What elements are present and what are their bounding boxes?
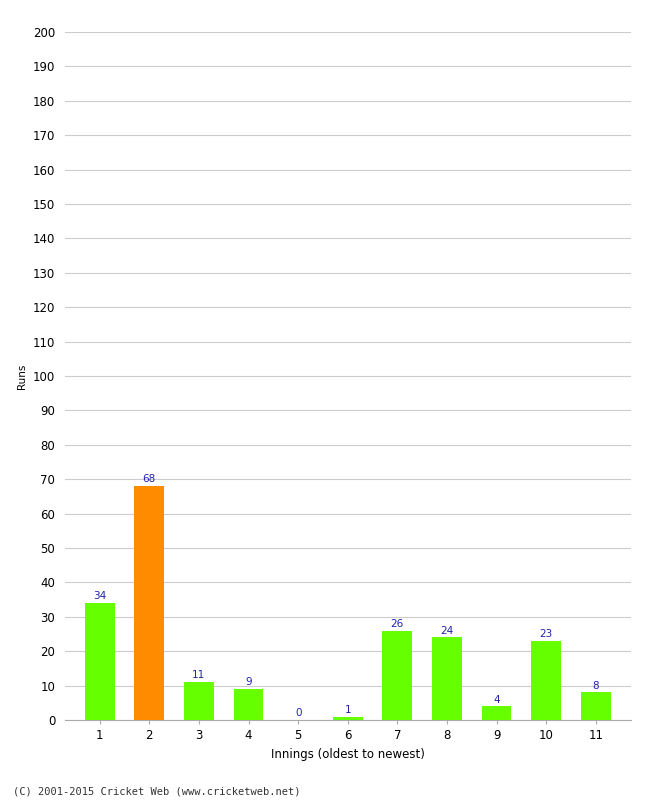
Bar [333,717,363,720]
Text: 4: 4 [493,694,500,705]
Bar [531,641,561,720]
Text: 26: 26 [391,619,404,629]
Text: 11: 11 [192,670,205,681]
Text: 9: 9 [245,678,252,687]
Bar [85,603,114,720]
Text: (C) 2001-2015 Cricket Web (www.cricketweb.net): (C) 2001-2015 Cricket Web (www.cricketwe… [13,786,300,796]
Text: 34: 34 [93,591,107,602]
Text: 23: 23 [540,629,552,639]
Text: 68: 68 [143,474,156,484]
Bar [581,693,610,720]
Bar [482,706,512,720]
Bar [135,486,164,720]
Y-axis label: Runs: Runs [18,363,27,389]
Bar [184,682,214,720]
Bar [432,638,462,720]
Text: 0: 0 [295,708,302,718]
Text: 8: 8 [592,681,599,690]
Text: 1: 1 [344,705,351,715]
Bar [233,689,263,720]
X-axis label: Innings (oldest to newest): Innings (oldest to newest) [271,747,424,761]
Bar [382,630,412,720]
Text: 24: 24 [440,626,454,636]
